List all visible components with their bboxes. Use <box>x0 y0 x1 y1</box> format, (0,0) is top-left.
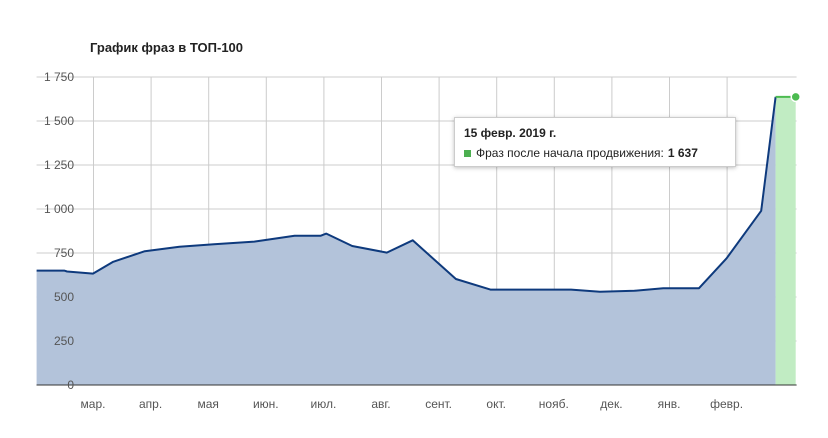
x-tick-label: дек. <box>600 397 622 411</box>
y-tick-label: 1 500 <box>44 114 74 128</box>
y-tick-label: 0 <box>67 378 74 392</box>
x-axis: мар. апр. мая июн. июл. авг. сент. окт. нояб. дек… <box>81 397 744 411</box>
chart-title: График фраз в ТОП-100 <box>90 40 244 55</box>
area-layer <box>36 96 796 386</box>
x-tick-label: апр. <box>139 397 162 411</box>
series-area-1 <box>775 96 796 386</box>
x-tick-label: нояб. <box>539 397 569 411</box>
x-tick-label: янв. <box>658 397 681 411</box>
x-tick-label: окт. <box>486 397 506 411</box>
x-tick-label: июл. <box>311 397 337 411</box>
highlight-point[interactable] <box>790 91 801 103</box>
series-line-0 <box>36 96 777 293</box>
x-tick-label: июн. <box>253 397 279 411</box>
y-axis: 0 250 500 750 1 000 1 250 1 500 1 750 <box>44 70 74 392</box>
y-tick-label: 250 <box>54 334 74 348</box>
y-tick-label: 500 <box>54 290 74 304</box>
x-tick-label: февр. <box>710 397 743 411</box>
tooltip-date: 15 февр. 2019 г. <box>464 126 557 140</box>
tooltip-value: 1 637 <box>667 146 698 160</box>
y-tick-label: 1 000 <box>44 202 74 216</box>
tooltip-row: Фраз после начала продвижения: 1 637 <box>464 146 726 160</box>
legend-swatch-icon <box>464 149 471 157</box>
y-tick-label: 750 <box>54 246 74 260</box>
x-tick-label: мая <box>197 397 218 411</box>
point-layer <box>790 91 801 103</box>
series-area-0 <box>36 96 776 386</box>
x-tick-label: мар. <box>81 397 106 411</box>
x-tick-label: сент. <box>425 397 452 411</box>
x-tick-label: авг. <box>371 397 390 411</box>
y-tick-label: 1 250 <box>44 158 74 172</box>
tooltip-series-label: Фраз после начала продвижения: <box>476 146 664 160</box>
y-tick-label: 1 750 <box>44 70 74 84</box>
chart-tooltip: 15 февр. 2019 г. Фраз после начала продв… <box>454 117 736 167</box>
